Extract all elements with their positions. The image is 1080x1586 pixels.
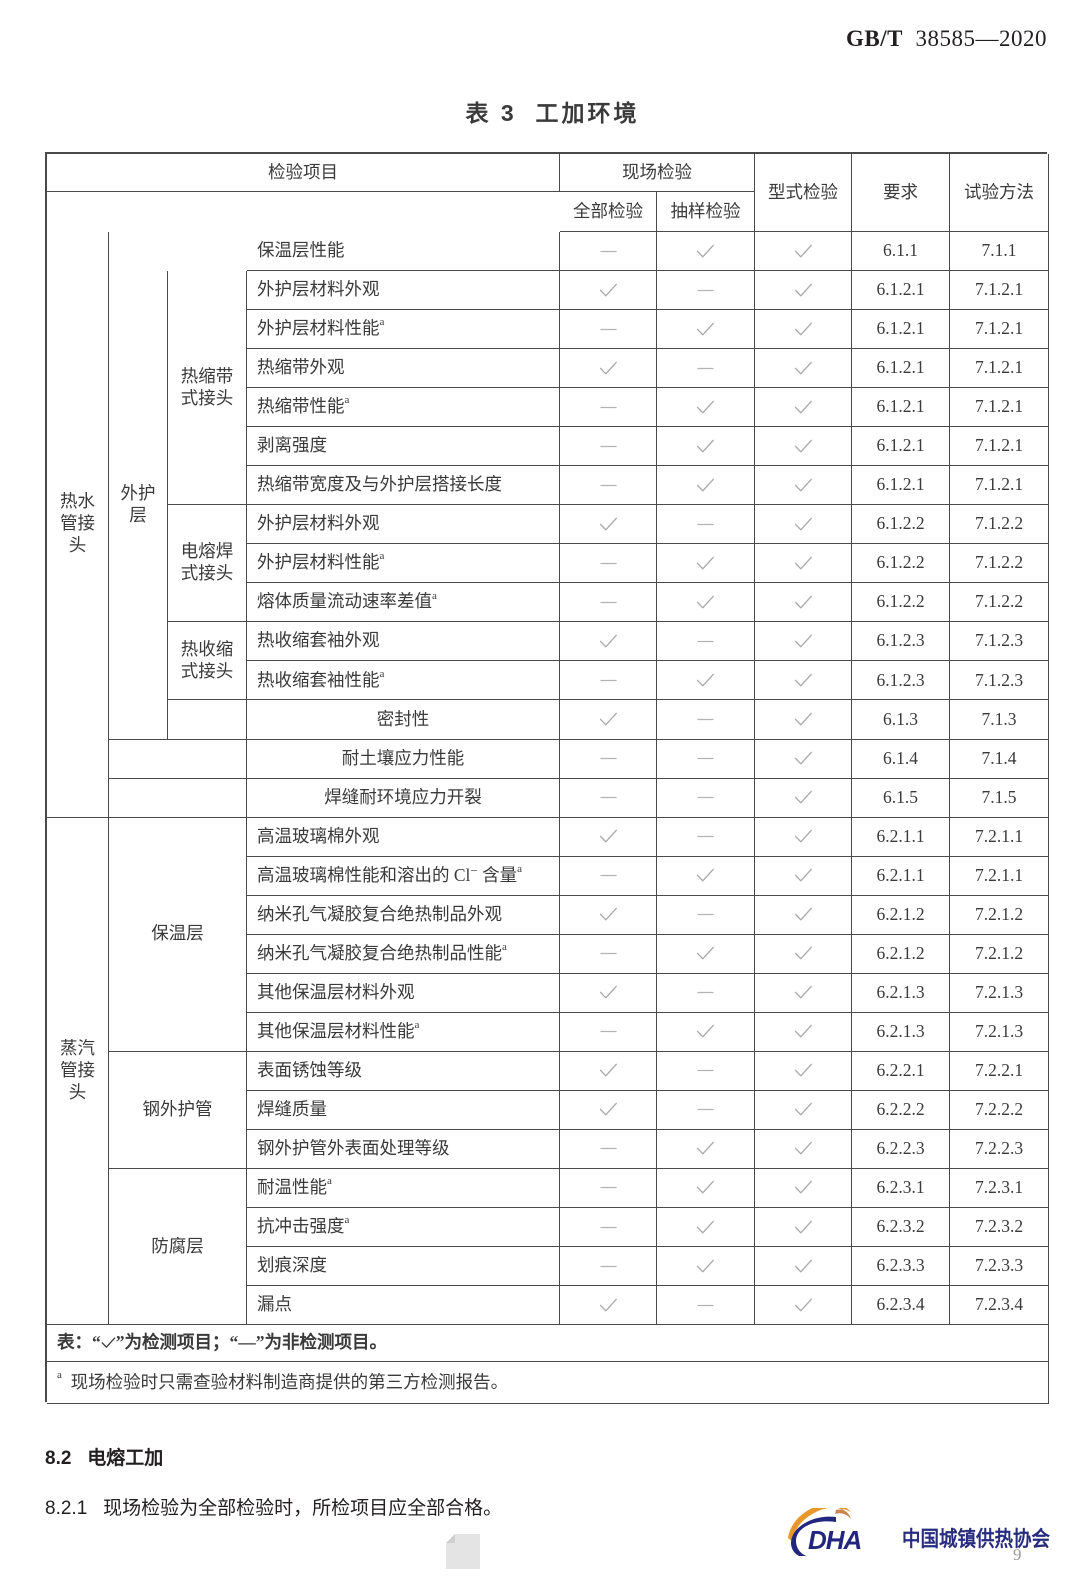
svg-text:中国城镇供热协会: 中国城镇供热协会 <box>902 1527 1050 1551</box>
svg-text:DHA: DHA <box>808 1525 861 1555</box>
